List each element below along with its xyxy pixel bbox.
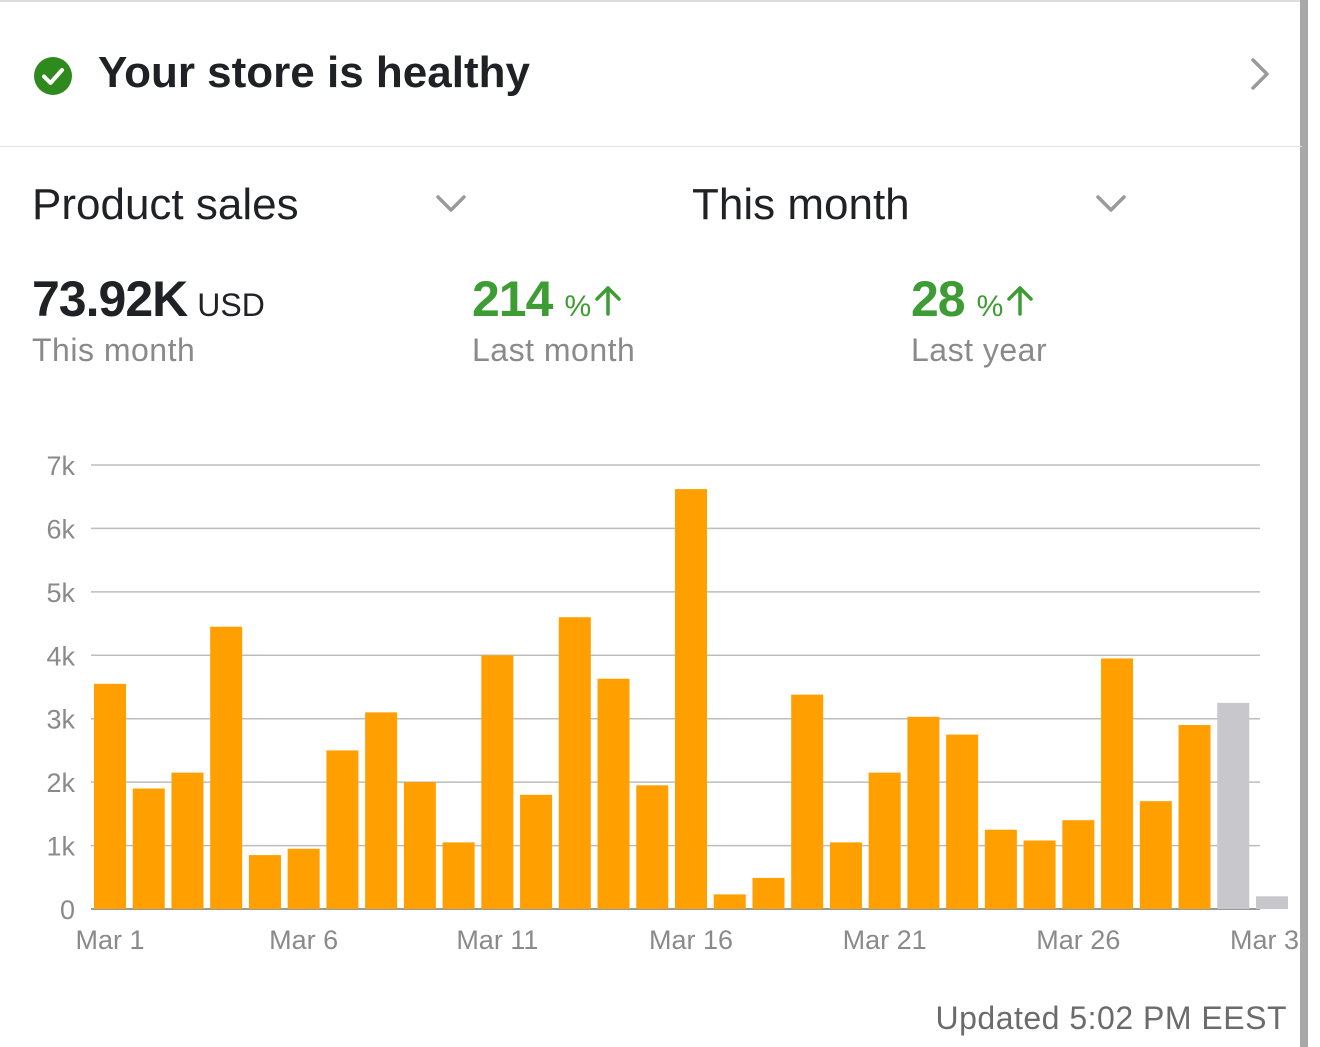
y-tick-label: 5k (46, 578, 75, 608)
bar[interactable] (558, 617, 591, 909)
percent-unit: % (976, 290, 1004, 323)
bar[interactable] (713, 894, 746, 909)
store-health-title: Your store is healthy (98, 48, 530, 97)
last-month-label: Last month (472, 332, 636, 368)
arrow-up-icon (593, 270, 623, 328)
bar[interactable] (1139, 801, 1172, 909)
bar[interactable] (481, 655, 514, 909)
bar[interactable] (636, 785, 669, 909)
store-health-row[interactable]: Your store is healthy (0, 2, 1302, 147)
bar[interactable] (597, 678, 630, 909)
y-tick-label: 3k (46, 705, 75, 735)
bar[interactable] (132, 788, 165, 909)
bar[interactable] (1178, 725, 1211, 909)
chevron-down-icon[interactable] (434, 192, 468, 221)
current-sales-number: 73.92K (32, 271, 188, 327)
y-tick-label: 6k (46, 514, 75, 544)
bar[interactable] (210, 626, 243, 909)
bar[interactable] (791, 694, 824, 909)
y-tick-label: 7k (46, 451, 75, 481)
y-tick-label: 1k (46, 832, 75, 862)
x-tick-label: Mar 26 (1036, 925, 1120, 955)
bar[interactable] (1062, 820, 1095, 909)
last-month-change: 214% (472, 270, 623, 328)
bar[interactable] (946, 734, 979, 909)
updated-timestamp: Updated 5:02 PM EEST (935, 1000, 1287, 1036)
y-tick-label: 0 (60, 895, 75, 925)
last-year-number: 28 (911, 271, 966, 327)
bar[interactable] (1256, 896, 1288, 909)
x-tick-label: Mar 1 (75, 925, 144, 955)
y-tick-label: 2k (46, 768, 75, 798)
last-year-label: Last year (911, 332, 1048, 368)
bar[interactable] (365, 712, 398, 909)
y-tick-label: 4k (46, 641, 75, 671)
sales-bar-chart[interactable]: 0 1k 2k 3k 4k 5k 6k 7k Mar 1 Mar 6 Mar 11 Mar 16 Mar… (0, 430, 1300, 975)
bar[interactable] (675, 489, 707, 909)
bar[interactable] (752, 877, 785, 909)
last-year-change: 28% (911, 270, 1035, 328)
bar[interactable] (1101, 658, 1134, 909)
bar[interactable] (907, 716, 940, 909)
bar[interactable] (94, 683, 126, 909)
x-tick-label: Mar 6 (269, 925, 338, 955)
last-month-number: 214 (472, 271, 553, 327)
bar[interactable] (1023, 840, 1056, 909)
percent-unit: % (564, 290, 592, 323)
bar[interactable] (403, 782, 436, 909)
bar[interactable] (1217, 702, 1250, 909)
current-period-label: This month (32, 332, 196, 368)
chevron-down-icon[interactable] (1094, 192, 1128, 221)
bar[interactable] (829, 842, 862, 909)
arrow-up-icon (1005, 270, 1035, 328)
chevron-right-icon[interactable] (1246, 56, 1274, 97)
bar[interactable] (171, 772, 204, 909)
top-border (0, 0, 1302, 2)
currency-unit: USD (197, 287, 265, 323)
x-tick-label: Mar 11 (456, 925, 538, 955)
bar[interactable] (326, 750, 359, 909)
x-tick-label: Mar 16 (649, 925, 733, 955)
bar[interactable] (868, 772, 901, 909)
bar[interactable] (520, 794, 553, 909)
scrollbar[interactable] (1300, 0, 1308, 1047)
check-circle-icon (34, 57, 72, 95)
bar[interactable] (248, 855, 281, 909)
x-tick-label: Mar 31 (1230, 925, 1300, 955)
bar[interactable] (442, 842, 475, 909)
period-selector[interactable]: This month (692, 180, 910, 229)
bar[interactable] (984, 829, 1017, 909)
x-tick-label: Mar 21 (843, 925, 927, 955)
current-sales-value: 73.92K USD (32, 270, 265, 328)
bar[interactable] (287, 848, 320, 909)
metric-selector[interactable]: Product sales (32, 180, 299, 229)
